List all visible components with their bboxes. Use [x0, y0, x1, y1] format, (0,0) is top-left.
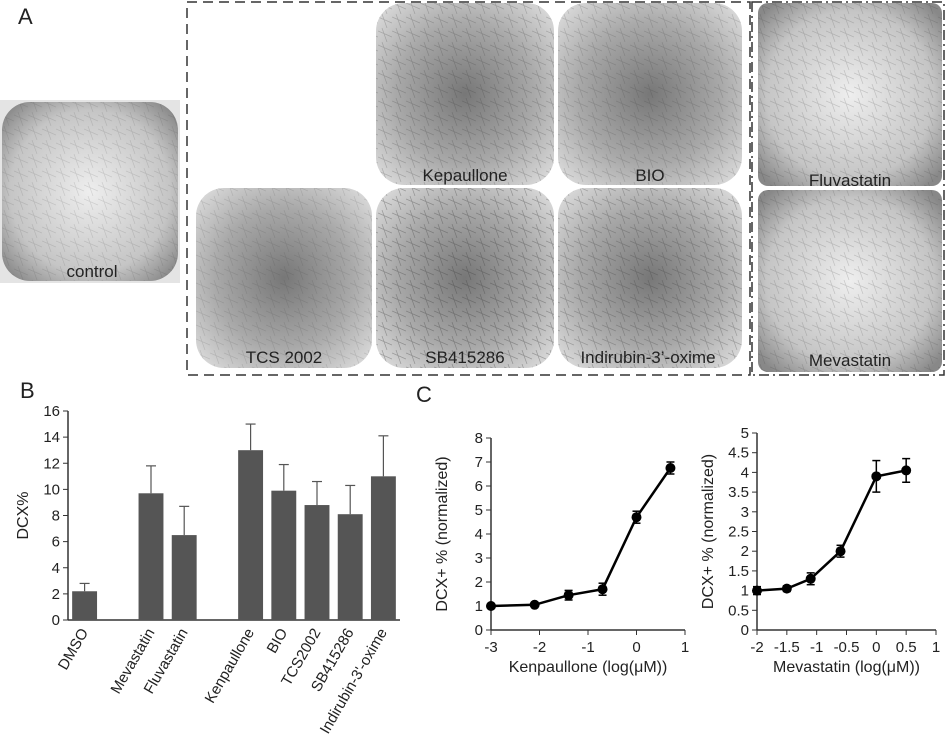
data-line — [756, 469, 907, 592]
y-tick-label: 2 — [475, 574, 483, 591]
y-tick-label: 0.5 — [728, 602, 749, 619]
y-tick-label: 6 — [52, 534, 60, 551]
y-tick-label: 6 — [475, 478, 483, 495]
y-tick-label: 5 — [475, 502, 483, 519]
image-label: BIO — [635, 166, 664, 185]
y-tick-label: 4 — [475, 526, 483, 543]
data-point — [631, 512, 642, 523]
image-label: SB415286 — [425, 348, 504, 367]
x-tick-label: Kenpaullone — [202, 626, 258, 707]
image-label: Fluvastatin — [809, 171, 891, 190]
data-point — [805, 573, 816, 584]
data-point — [752, 585, 762, 596]
y-tick-label: 0 — [475, 622, 483, 639]
data-point — [486, 601, 496, 611]
micrograph-texture — [2, 102, 178, 281]
y-tick-label: 7 — [475, 454, 483, 471]
x-tick-label: BIO — [264, 626, 292, 657]
micrograph-texture — [376, 3, 554, 185]
micrograph-texture — [196, 188, 372, 368]
y-axis-label: DCX+ % (normalized) — [700, 454, 717, 609]
x-tick-label: -1 — [810, 639, 823, 656]
y-tick-label: 3.5 — [728, 484, 749, 501]
x-axis-label: Mevastatin (log(μM)) — [773, 659, 920, 676]
x-tick-label: -0.5 — [834, 639, 860, 656]
data-point — [901, 465, 912, 476]
data-line — [490, 467, 672, 608]
data-point — [563, 590, 574, 601]
x-axis-label: Kenpaullone (log(μM)) — [509, 659, 668, 676]
bar — [337, 514, 363, 620]
y-tick-label: 14 — [43, 429, 60, 446]
x-tick-label: -1.5 — [774, 639, 800, 656]
y-tick-label: 3 — [741, 504, 749, 521]
x-tick-label: -2 — [533, 639, 546, 656]
y-tick-label: 1 — [741, 583, 749, 600]
x-tick-label: 0 — [872, 639, 880, 656]
x-tick-label: DMSO — [55, 626, 92, 673]
bar — [271, 490, 297, 620]
y-tick-label: 4 — [741, 464, 749, 481]
micrograph-texture — [376, 188, 554, 368]
y-axis-label: DCX% — [15, 491, 32, 539]
y-tick-label: 5 — [741, 425, 749, 442]
image-label: TCS 2002 — [246, 348, 323, 367]
y-tick-label: 4 — [52, 560, 60, 577]
panel-label: B — [20, 378, 35, 403]
y-tick-label: 3 — [475, 550, 483, 567]
micrograph-texture — [758, 190, 942, 372]
y-tick-label: 2 — [52, 586, 60, 603]
group-box — [751, 1, 945, 376]
bar — [72, 591, 98, 620]
y-tick-label: 12 — [43, 455, 60, 472]
data-point — [597, 584, 608, 595]
bar — [138, 493, 164, 620]
image-label: control — [66, 262, 117, 281]
y-tick-label: 2 — [741, 543, 749, 560]
data-point — [781, 583, 792, 594]
y-tick-label: 16 — [43, 403, 60, 420]
y-tick-label: 8 — [475, 430, 483, 447]
y-tick-label: 1 — [475, 598, 483, 615]
x-tick-label: -3 — [484, 639, 497, 656]
panel-label: C — [416, 382, 432, 407]
y-tick-label: 8 — [52, 508, 60, 525]
x-tick-label: 1 — [681, 639, 689, 656]
x-tick-label: 0 — [632, 639, 640, 656]
data-point — [665, 463, 676, 473]
x-tick-label: 0.5 — [896, 639, 917, 656]
x-tick-label: -1 — [581, 639, 594, 656]
image-label: Mevastatin — [809, 351, 891, 370]
group-box — [186, 1, 751, 376]
data-point — [871, 471, 882, 482]
micrograph-texture — [758, 3, 942, 186]
y-tick-label: 0 — [741, 622, 749, 639]
y-tick-label: 0 — [52, 612, 60, 629]
bar — [238, 450, 264, 620]
data-point — [529, 599, 540, 610]
y-axis-label: DCX+ % (normalized) — [434, 456, 451, 611]
bar — [304, 505, 330, 620]
image-label: Indirubin-3’-oxime — [580, 348, 715, 367]
y-tick-label: 2.5 — [728, 524, 749, 541]
micrographs — [196, 3, 742, 368]
bar — [171, 535, 197, 620]
bar — [370, 476, 396, 620]
y-tick-label: 4.5 — [728, 445, 749, 462]
x-tick-label: 1 — [932, 639, 940, 656]
image-label: Kepaullone — [422, 166, 507, 185]
y-tick-label: 10 — [43, 481, 60, 498]
panel-label: A — [18, 4, 33, 29]
x-tick-label: -2 — [750, 639, 763, 656]
micrograph-texture — [558, 188, 742, 368]
panel-a: A control TCS 2002 Kepaullone BIO SB4152… — [0, 1, 945, 376]
data-point — [835, 546, 846, 557]
y-tick-label: 1.5 — [728, 563, 749, 580]
micrograph-texture — [558, 3, 742, 185]
